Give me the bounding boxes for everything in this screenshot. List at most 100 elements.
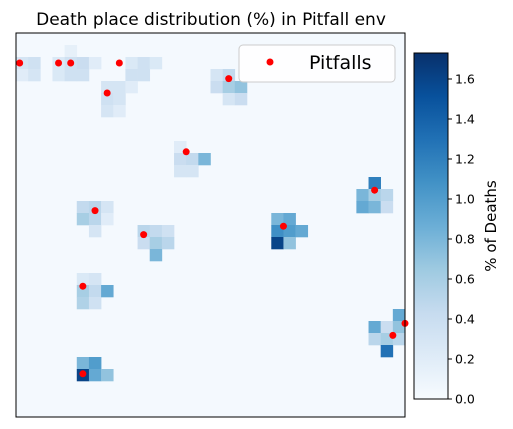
colorbar-tick-label: 1.0 xyxy=(455,192,475,207)
colorbar-tick-label: 0.8 xyxy=(455,232,475,247)
colorbar-tick-label: 0.4 xyxy=(455,312,475,327)
heatmap-cell xyxy=(88,297,102,310)
heatmap-cell xyxy=(283,225,296,238)
heatmap-cell xyxy=(88,273,102,286)
heatmap-cell xyxy=(356,189,369,202)
heatmap-cell xyxy=(125,81,138,94)
heatmap-cell xyxy=(295,225,309,238)
heatmap-cell xyxy=(368,201,381,214)
heatmap-cell xyxy=(125,69,138,82)
heatmap-cell xyxy=(88,225,102,238)
heatmap-cell xyxy=(234,93,248,106)
heatmap-cell xyxy=(368,177,381,190)
heatmap-cell xyxy=(101,81,114,94)
pitfall-marker xyxy=(279,222,287,230)
heatmap-cell xyxy=(137,237,151,250)
heatmap-cell xyxy=(380,201,394,214)
plot-frame xyxy=(15,32,406,418)
heatmap-cell xyxy=(88,285,102,298)
heatmap-cell xyxy=(101,213,114,226)
heatmap-cell xyxy=(222,93,236,106)
heatmap-cell xyxy=(161,237,175,250)
colorbar-tick-label: 0.0 xyxy=(455,392,475,407)
heatmap-cell xyxy=(186,153,199,166)
heatmap-cell xyxy=(64,45,78,58)
pitfall-marker xyxy=(16,59,24,67)
heatmap-cell xyxy=(380,321,394,334)
heatmap-cell xyxy=(137,57,151,70)
pitfall-marker xyxy=(67,59,75,67)
heatmap-cell xyxy=(210,81,223,94)
heatmap-cell xyxy=(76,213,90,226)
heatmap-area xyxy=(15,32,409,418)
chart-title: Death place distribution (%) in Pitfall … xyxy=(36,10,386,30)
heatmap-cell xyxy=(222,81,236,94)
heatmap-cell xyxy=(64,69,78,82)
pitfall-marker xyxy=(225,75,233,83)
heatmap-cell xyxy=(101,201,114,214)
heatmap-cell xyxy=(76,273,90,286)
pitfall-marker xyxy=(115,59,123,67)
heatmap-cell xyxy=(76,285,90,298)
heatmap-cell xyxy=(125,57,138,70)
heatmap-cell xyxy=(368,333,381,346)
heatmap-cell xyxy=(88,357,102,370)
heatmap-cell xyxy=(52,69,65,82)
heatmap-cell xyxy=(76,297,90,310)
legend-label-pitfalls: Pitfalls xyxy=(309,52,372,74)
heatmap-cell xyxy=(149,249,163,262)
heatmap-cell xyxy=(101,369,114,382)
heatmap-cell xyxy=(149,57,163,70)
colorbar-tick-label: 0.2 xyxy=(455,352,475,367)
heatmap-cell xyxy=(186,165,199,178)
colorbar-tick-label: 1.2 xyxy=(455,152,475,167)
pitfall-markers xyxy=(16,59,409,378)
heatmap-cell xyxy=(368,321,381,334)
heatmap-cell xyxy=(16,69,29,82)
heatmap-cell xyxy=(234,81,248,94)
pitfall-marker xyxy=(91,207,99,215)
heatmap-cell xyxy=(113,93,126,106)
heatmap-cell xyxy=(283,237,296,250)
pitfall-marker xyxy=(55,59,63,67)
heatmap-cell xyxy=(88,369,102,382)
heatmap-cell xyxy=(28,69,41,82)
pitfall-marker xyxy=(140,231,148,239)
heatmap-cell xyxy=(76,201,90,214)
pitfall-marker xyxy=(371,186,379,194)
heatmap-cell xyxy=(380,189,394,202)
colorbar-gradient xyxy=(413,52,449,400)
legend-marker-pitfalls xyxy=(266,58,274,66)
heatmap-cell xyxy=(28,57,41,70)
heatmap-cell xyxy=(271,237,284,250)
heatmap-cell xyxy=(356,201,369,214)
heatmap-cell xyxy=(76,57,90,70)
heatmap-cell xyxy=(149,225,163,238)
colorbar-label: % of Deaths xyxy=(482,180,500,272)
heatmap-cell xyxy=(283,213,296,226)
pitfall-marker xyxy=(79,370,87,378)
heatmap-cell xyxy=(88,57,102,70)
heatmap-cell xyxy=(210,69,223,82)
heatmap-cell xyxy=(149,237,163,250)
heatmap-cell xyxy=(198,153,211,166)
legend-box xyxy=(238,44,396,83)
heatmap-cell xyxy=(76,69,90,82)
legend: Pitfalls xyxy=(238,44,396,83)
heatmap-cell xyxy=(101,105,114,118)
heatmap-cell xyxy=(174,153,187,166)
heatmap-cell xyxy=(88,213,102,226)
heatmap-cell xyxy=(174,165,187,178)
heatmap-cells xyxy=(16,45,406,382)
heatmap-cell xyxy=(161,225,175,238)
pitfall-marker xyxy=(389,331,397,339)
pitfall-marker xyxy=(79,282,87,290)
colorbar-tick-label: 1.4 xyxy=(455,112,475,127)
heatmap-cell xyxy=(380,345,394,358)
heatmap-cell xyxy=(137,69,151,82)
colorbar: 0.0 0.2 0.4 0.6 0.8 1.0 1.2 1.4 1.6 % of Deaths xyxy=(413,52,500,407)
heatmap-cell xyxy=(271,213,284,226)
heatmap-cell xyxy=(101,285,114,298)
heatmap-cell xyxy=(113,81,126,94)
